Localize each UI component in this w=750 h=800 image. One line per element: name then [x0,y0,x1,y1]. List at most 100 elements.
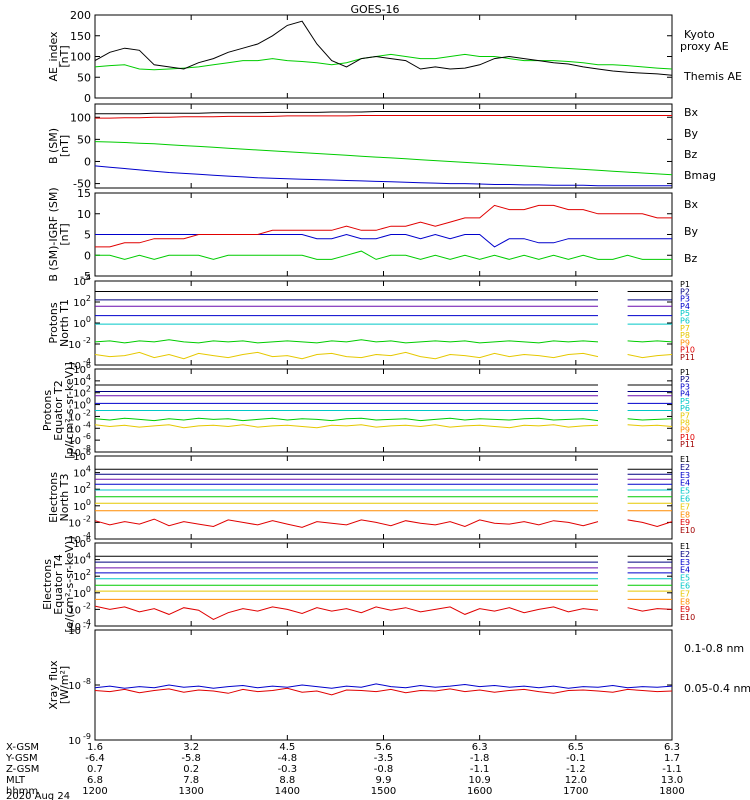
legend-entry-elec4: E3 [680,558,690,567]
axis-value-y-gsm: -5.8 [181,753,201,764]
legend-entry-elec4: E5 [680,574,690,583]
y-tick-exponent-elec4: 2 [86,568,91,577]
y-tick-exponent-elec4: 6 [86,535,91,544]
legend-entry-elec3: E7 [680,502,690,511]
y-tick-label-bigrf: 5 [84,229,91,242]
y-tick-label-elec4: 10 [73,556,86,567]
axis-row-label-hhmm: hhmm [6,786,38,797]
legend-entry-prot1: P3 [680,295,690,304]
y-tick-label-xray: 10 [68,681,81,692]
y-tick-exponent-prot2: 6 [86,361,91,370]
legend-entry-elec4: E7 [680,589,690,598]
axis-value-y-gsm: -6.4 [85,753,105,764]
y-tick-label-prot2: 10 [73,401,86,412]
y-tick-exponent-elec3: 6 [86,448,91,457]
axis-value-z-gsm: -0.8 [374,764,394,775]
y-tick-label-elec3: 10 [68,518,81,529]
y-tick-exponent-prot2: 4 [86,373,91,382]
series-line-prot2-P7 [94,417,673,422]
y-tick-label-bigrf: 0 [84,249,91,262]
series-line-ae-Themis-AE [94,20,673,76]
panel-frame-elec3 [94,455,673,540]
axis-value-y-gsm: -0.1 [566,753,586,764]
y-tick-exponent-elec3: -2 [83,514,91,523]
legend-bigrf-By: By [684,225,699,238]
series-line-prot1-P7 [94,339,673,344]
series-line-xray-0-1-0-8-nm [94,687,673,696]
axis-value-z-gsm: -1.1 [662,764,682,775]
y-axis-label-bigrf: B (SM)-IGRF (SM) [47,187,60,281]
y-tick-exponent-prot2: -6 [83,432,91,441]
y-tick-label-bsm: 0 [84,155,91,168]
legend-entry-elec3: E4 [680,479,690,488]
legend-bsm-By: By [684,127,699,140]
y-tick-exponent-prot1: 2 [86,294,91,303]
legend-entry-prot2: P2 [680,375,690,384]
legend-entry-elec4: E2 [680,550,690,559]
legend-entry-prot2: P5 [680,397,690,406]
legend-entry-prot1: P2 [680,287,690,296]
y-axis-label-elec3: Electrons [47,472,60,523]
axis-value-hhmm: 1400 [275,786,300,797]
y-axis-label-elec3: North T3 [58,474,71,522]
y-tick-label-bsm: 50 [77,133,91,146]
y-tick-label-ae: 0 [84,92,91,105]
legend-entry-elec4: E8 [680,597,690,606]
y-tick-label-elec4: 10 [68,622,81,633]
series-line-xray-0-05-0-4-nm [94,683,673,689]
axis-value-y-gsm: -1.8 [470,753,490,764]
axis-value-x-gsm: 1.6 [87,742,103,753]
series-line-elec4-E9 [94,605,673,620]
legend-entry-elec3: E9 [680,518,690,527]
y-tick-label-ae: 150 [70,30,91,43]
y-axis-label-elec4: [e/(cm²-s-sr-keV)] [63,536,76,632]
y-tick-label-prot2: 10 [68,436,81,447]
y-tick-label-elec3: 10 [73,485,86,496]
panel-frame-prot1 [94,280,673,366]
axis-value-z-gsm: 0.2 [183,764,199,775]
legend-themis-ae: Themis AE [683,70,742,83]
legend-bigrf-Bx: Bx [684,198,699,211]
axis-row-label-z-gsm: Z-GSM [6,764,39,775]
y-tick-label-prot1: 10 [68,361,81,372]
legend-kyoto-proxy-ae: Kyoto [684,28,715,41]
axis-value-z-gsm: -1.1 [470,764,490,775]
axis-value-mlt: 6.8 [87,775,103,786]
axis-value-x-gsm: 5.6 [376,742,392,753]
y-tick-label-ae: 50 [77,71,91,84]
y-tick-label-bsm: 100 [70,111,91,124]
legend-entry-elec4: E4 [680,566,690,575]
axis-value-x-gsm: 6.3 [664,742,680,753]
legend-entry-elec3: E5 [680,487,690,496]
y-tick-exponent-xray: -7 [83,622,91,631]
legend-entry-prot1: P1 [680,280,690,289]
y-tick-exponent-prot2: -2 [83,408,91,417]
y-axis-label-xray: [W/m²] [58,666,71,704]
y-tick-label-elec4: 10 [73,539,86,550]
y-tick-exponent-prot2: -4 [83,420,91,429]
axis-value-y-gsm: -4.8 [278,753,298,764]
axis-value-mlt: 10.9 [469,775,491,786]
axis-row-label-x-gsm: X-GSM [6,742,39,753]
axis-value-mlt: 8.8 [279,775,295,786]
y-axis-label-prot1: Protons [47,302,60,343]
y-tick-exponent-xray: -8 [83,677,91,686]
y-axis-label-bsm: [nT] [58,135,71,157]
y-tick-label-elec3: 10 [68,535,81,546]
legend-entry-prot1: P7 [680,324,690,333]
legend-entry-prot1: P8 [680,331,690,340]
axis-value-y-gsm: 1.7 [664,753,680,764]
legend-entry-prot2: P3 [680,382,690,391]
legend-entry-elec4: E9 [680,605,690,614]
y-tick-exponent-prot1: -2 [83,336,91,345]
legend-entry-prot2: P11 [680,440,695,449]
axis-value-hhmm: 1700 [563,786,588,797]
axis-value-mlt: 12.0 [565,775,587,786]
legend-entry-prot1: P10 [680,346,695,355]
legend-entry-prot2: P4 [680,390,690,399]
axis-value-hhmm: 1600 [467,786,492,797]
y-tick-exponent-prot1: 4 [86,273,91,282]
axis-row-label-mlt: MLT [6,775,26,786]
y-tick-exponent-xray: -9 [83,732,91,741]
